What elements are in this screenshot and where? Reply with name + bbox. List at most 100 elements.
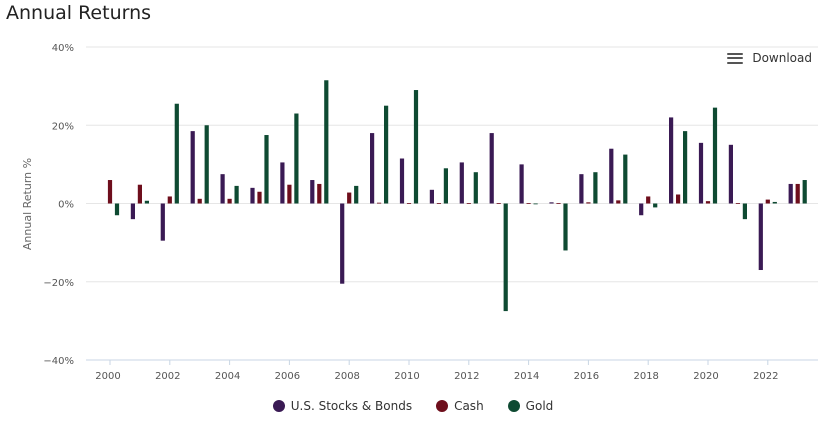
bar-stocks-bonds-2016[interactable] — [579, 174, 584, 204]
bar-cash-2022[interactable] — [765, 199, 770, 204]
bar-cash-2014[interactable] — [526, 203, 531, 204]
bar-cash-2015[interactable] — [556, 203, 561, 204]
x-tick-label: 2016 — [574, 371, 599, 382]
bar-stocks-bonds-2011[interactable] — [429, 189, 434, 204]
bar-cash-2006[interactable] — [287, 184, 292, 204]
bar-cash-2008[interactable] — [347, 192, 352, 204]
bar-stocks-bonds-2018[interactable] — [639, 203, 644, 216]
bar-cash-2016[interactable] — [586, 202, 591, 204]
legend-swatch-gold — [507, 400, 520, 412]
bar-gold-2004[interactable] — [234, 185, 239, 204]
x-tick-label: 2000 — [95, 371, 120, 382]
hamburger-menu-icon — [727, 52, 744, 64]
bar-cash-2013[interactable] — [496, 203, 501, 204]
bar-gold-2023[interactable] — [802, 180, 807, 204]
bar-cash-2000[interactable] — [107, 180, 113, 204]
bar-cash-2019[interactable] — [676, 194, 681, 204]
bar-cash-2011[interactable] — [436, 203, 441, 204]
bar-stocks-bonds-2022[interactable] — [758, 203, 763, 271]
bar-gold-2010[interactable] — [413, 90, 419, 204]
bar-layer — [107, 80, 807, 312]
x-tick-label: 2020 — [693, 371, 718, 382]
bar-gold-2016[interactable] — [593, 172, 598, 204]
x-tick-label: 2008 — [334, 371, 359, 382]
bar-cash-2023[interactable] — [795, 183, 800, 204]
bar-cash-2017[interactable] — [616, 200, 621, 204]
legend-item-cash[interactable]: Cash — [436, 399, 484, 413]
x-tick-label: 2006 — [275, 371, 300, 382]
x-tick-label: 2012 — [454, 371, 479, 382]
bar-stocks-bonds-2019[interactable] — [669, 117, 674, 204]
bar-gold-2005[interactable] — [264, 135, 269, 204]
bar-stocks-bonds-2023[interactable] — [788, 183, 793, 204]
bar-gold-2012[interactable] — [473, 172, 478, 204]
y-tick-labels: −40% −20% 0% 20% 40% — [43, 43, 74, 367]
bar-gold-2007[interactable] — [324, 80, 329, 204]
bar-gold-2013[interactable] — [503, 203, 508, 312]
bar-gold-2015[interactable] — [563, 203, 568, 251]
bar-cash-2001[interactable] — [137, 184, 142, 204]
bar-cash-2009[interactable] — [377, 202, 382, 204]
bar-gold-2002[interactable] — [174, 103, 179, 204]
bar-cash-2020[interactable] — [705, 201, 711, 204]
y-tick-label: −40% — [43, 356, 74, 367]
bar-gold-2022[interactable] — [772, 201, 777, 204]
legend-label-gold: Gold — [525, 399, 554, 413]
bar-stocks-bonds-2005[interactable] — [250, 187, 255, 204]
bar-gold-2018[interactable] — [653, 203, 658, 208]
bar-cash-2018[interactable] — [646, 196, 651, 204]
bar-gold-2017[interactable] — [623, 154, 628, 204]
y-tick-label: 40% — [52, 43, 74, 54]
bar-cash-2002[interactable] — [167, 196, 172, 204]
bar-stocks-bonds-2006[interactable] — [280, 162, 285, 204]
bar-gold-2006[interactable] — [294, 113, 299, 204]
bar-stocks-bonds-2012[interactable] — [459, 162, 464, 204]
legend-swatch-cash — [436, 400, 449, 412]
bar-stocks-bonds-2020[interactable] — [698, 142, 704, 204]
x-tick-label: 2010 — [394, 371, 419, 382]
chart-title: Annual Returns — [6, 2, 152, 24]
bar-stocks-bonds-2010[interactable] — [399, 158, 405, 204]
bar-stocks-bonds-2002[interactable] — [160, 203, 165, 241]
bar-gold-2021[interactable] — [742, 203, 747, 220]
bar-cash-2003[interactable] — [197, 198, 202, 204]
legend-item-stocks-bonds[interactable]: U.S. Stocks & Bonds — [272, 399, 412, 413]
bar-gold-2001[interactable] — [144, 200, 149, 204]
legend: U.S. Stocks & Bonds Cash Gold — [0, 399, 826, 413]
bar-gold-2000[interactable] — [114, 203, 120, 216]
x-tick-label: 2002 — [155, 371, 180, 382]
bar-cash-2021[interactable] — [735, 203, 740, 204]
bar-gold-2009[interactable] — [384, 105, 389, 204]
download-label: Download — [752, 51, 812, 65]
bar-stocks-bonds-2007[interactable] — [310, 180, 315, 204]
bar-stocks-bonds-2009[interactable] — [370, 133, 375, 204]
bar-stocks-bonds-2021[interactable] — [728, 144, 733, 204]
bar-gold-2011[interactable] — [443, 168, 448, 204]
bar-cash-2010[interactable] — [406, 203, 412, 204]
x-tick-label: 2014 — [514, 371, 539, 382]
bar-gold-2008[interactable] — [354, 185, 359, 204]
bar-stocks-bonds-2004[interactable] — [220, 174, 225, 204]
bar-cash-2012[interactable] — [466, 203, 471, 204]
bar-gold-2003[interactable] — [204, 125, 209, 204]
bar-cash-2005[interactable] — [257, 191, 262, 204]
legend-item-gold[interactable]: Gold — [507, 399, 554, 413]
bar-stocks-bonds-2001[interactable] — [130, 203, 135, 220]
bar-gold-2014[interactable] — [533, 203, 538, 205]
legend-label-cash: Cash — [454, 399, 484, 413]
bar-stocks-bonds-2014[interactable] — [519, 164, 524, 204]
bar-cash-2007[interactable] — [317, 183, 322, 204]
bar-stocks-bonds-2015[interactable] — [549, 202, 554, 204]
bar-stocks-bonds-2017[interactable] — [609, 148, 614, 204]
bar-stocks-bonds-2008[interactable] — [340, 203, 345, 284]
bar-gold-2020[interactable] — [712, 107, 718, 204]
x-tick-labels: 2000 2002 2004 2006 2008 2010 2012 2014 2016 2018… — [95, 360, 779, 382]
bar-cash-2004[interactable] — [227, 198, 232, 204]
bar-gold-2019[interactable] — [683, 131, 688, 204]
x-tick-label: 2022 — [753, 371, 778, 382]
download-button[interactable]: Download — [727, 51, 812, 65]
x-tick-label: 2004 — [215, 371, 240, 382]
bar-stocks-bonds-2013[interactable] — [489, 133, 494, 204]
bar-stocks-bonds-2003[interactable] — [190, 131, 195, 204]
